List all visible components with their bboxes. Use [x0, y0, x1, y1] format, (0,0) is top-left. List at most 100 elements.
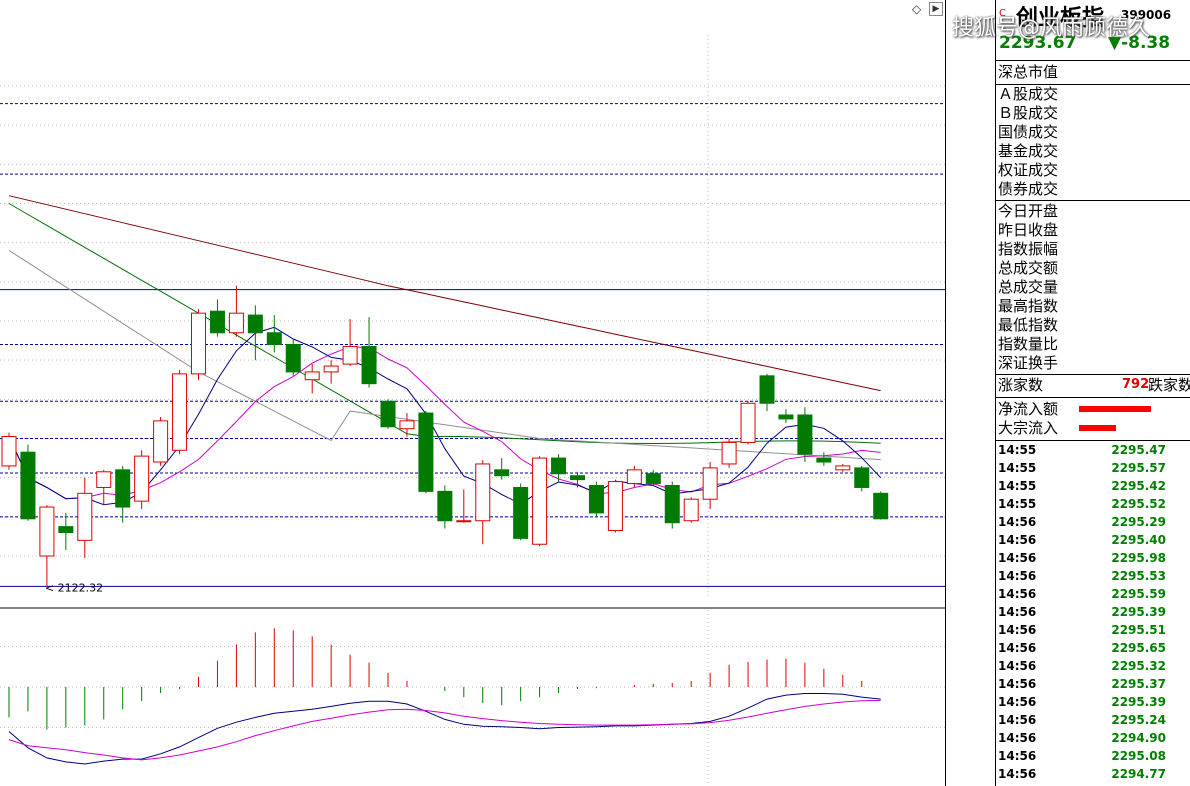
down-count-label: 跌家数 — [1148, 376, 1190, 394]
stat-label: 深证换手 — [998, 354, 1059, 372]
tick-row[interactable]: 14:56 2295.59 — [996, 587, 1190, 605]
tick-time: 14:56 — [998, 551, 1037, 565]
tick-row[interactable]: 14:56 2295.65 — [996, 641, 1190, 659]
candle-body — [96, 471, 112, 488]
candle-body — [361, 345, 377, 385]
tick-row[interactable]: 14:56 2294.90 — [996, 731, 1190, 749]
candle-body — [816, 457, 832, 463]
candle-body — [645, 473, 661, 485]
candle-body — [437, 490, 453, 522]
tick-price: 2295.39 — [1111, 605, 1166, 619]
stat-label: Ｂ股成交 — [998, 104, 1059, 122]
divider — [996, 440, 1190, 441]
tick-price: 2295.08 — [1111, 749, 1166, 763]
tick-row[interactable]: 14:56 2295.24 — [996, 713, 1190, 731]
candle-body — [39, 506, 55, 557]
tick-row[interactable]: 14:56 2294.77 — [996, 767, 1190, 785]
panel-top-marker: C — [999, 8, 1006, 19]
candle-body — [626, 469, 642, 485]
stat-label: 指数振幅 — [998, 240, 1059, 258]
divider — [996, 200, 1190, 201]
diamond-icon[interactable]: ◇ — [912, 2, 922, 16]
kline-chart-area[interactable]: 3400330032003100300029002800270026002500… — [0, 0, 946, 786]
tick-row[interactable]: 14:55 2295.47 — [996, 443, 1190, 461]
candle-body — [342, 345, 358, 365]
stat-label: 权证成交 — [998, 161, 1059, 179]
tick-row[interactable]: 14:55 2295.57 — [996, 461, 1190, 479]
tick-row[interactable]: 14:56 2295.53 — [996, 569, 1190, 587]
tick-price: 2294.77 — [1111, 767, 1166, 781]
candle-body — [399, 420, 415, 430]
index-code: 399006 — [1121, 8, 1172, 22]
tick-price: 2295.52 — [1111, 497, 1166, 511]
tick-row[interactable]: 14:56 2295.98 — [996, 551, 1190, 569]
tick-time: 14:56 — [998, 713, 1037, 727]
tick-row[interactable]: 14:56 2295.39 — [996, 695, 1190, 713]
tick-time: 14:56 — [998, 605, 1037, 619]
tick-time: 14:55 — [998, 443, 1037, 457]
tick-row[interactable]: 14:56 2295.37 — [996, 677, 1190, 695]
candle-body — [740, 402, 756, 443]
tick-price: 2295.59 — [1111, 587, 1166, 601]
tick-row[interactable]: 14:56 2295.40 — [996, 533, 1190, 551]
tick-price: 2295.57 — [1111, 461, 1166, 475]
candle-body — [854, 467, 870, 488]
tick-row[interactable]: 14:56 2295.29 — [996, 515, 1190, 533]
tick-row[interactable]: 14:56 2295.32 — [996, 659, 1190, 677]
tick-time: 14:56 — [998, 695, 1037, 709]
stat-label: 国债成交 — [998, 123, 1059, 141]
tick-time: 14:56 — [998, 767, 1037, 781]
candle-body — [77, 492, 93, 541]
candle-body — [304, 371, 320, 381]
tick-time: 14:55 — [998, 497, 1037, 511]
tick-price: 2294.90 — [1111, 731, 1166, 745]
candle-body — [702, 467, 718, 500]
tick-price: 2295.65 — [1111, 641, 1166, 655]
stat-label: 深总市值 — [998, 63, 1059, 81]
ma-long-line — [8, 195, 881, 392]
tick-price: 2295.24 — [1111, 713, 1166, 727]
stat-label: 指数量比 — [998, 335, 1059, 353]
kline-chart[interactable]: 3400330032003100300029002800270026002500… — [0, 0, 946, 786]
low-price-marker: < 2122.32 — [45, 581, 103, 594]
divider — [996, 397, 1190, 398]
stat-label: 总成交额 — [998, 259, 1059, 277]
divider — [996, 374, 1190, 375]
tick-row[interactable]: 14:56 2295.39 — [996, 605, 1190, 623]
candle-body — [1, 436, 17, 467]
stat-label: 基金成交 — [998, 142, 1059, 160]
tick-time: 14:56 — [998, 569, 1037, 583]
candle-body — [20, 451, 36, 520]
candle-body — [456, 520, 472, 523]
stat-label: 总成交量 — [998, 278, 1059, 296]
candle-body — [513, 486, 529, 539]
candle-body — [209, 310, 225, 334]
ma-green-line — [8, 203, 881, 445]
candle-body — [475, 463, 491, 522]
candle-body — [588, 485, 604, 514]
tick-time: 14:56 — [998, 515, 1037, 529]
candle-body — [494, 469, 510, 477]
candle-body — [58, 526, 74, 533]
ma10-line — [8, 346, 881, 500]
tick-time: 14:55 — [998, 461, 1037, 475]
tick-price: 2295.37 — [1111, 677, 1166, 691]
watermark: 搜狐号@风雨顾德久 — [952, 16, 1151, 41]
candle-body — [228, 312, 244, 334]
tick-time: 14:56 — [998, 659, 1037, 673]
expand-arrow-icon[interactable]: ▶ — [929, 2, 943, 16]
flow-label: 净流入额 — [998, 400, 1059, 418]
candle-body — [153, 420, 169, 463]
tick-row[interactable]: 14:55 2295.42 — [996, 479, 1190, 497]
tick-row[interactable]: 14:56 2295.08 — [996, 749, 1190, 767]
tick-row[interactable]: 14:55 2295.52 — [996, 497, 1190, 515]
tick-price: 2295.32 — [1111, 659, 1166, 673]
tick-row[interactable]: 14:56 2295.51 — [996, 623, 1190, 641]
tick-price: 2295.42 — [1111, 479, 1166, 493]
stat-label: 最低指数 — [998, 316, 1059, 334]
candle-body — [323, 365, 339, 373]
stat-label: 债券成交 — [998, 180, 1059, 198]
tick-time: 14:56 — [998, 749, 1037, 763]
candle-body — [134, 455, 150, 502]
tick-price: 2295.53 — [1111, 569, 1166, 583]
